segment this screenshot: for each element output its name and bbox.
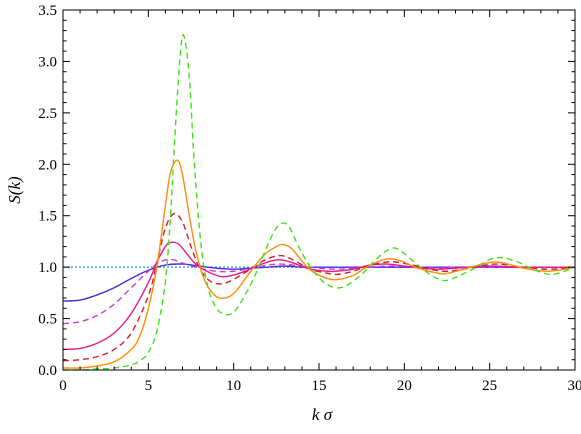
y-tick-label: 3.5 (38, 3, 57, 19)
y-tick-label: 1.0 (38, 260, 57, 276)
y-tick-label: 0.5 (38, 312, 57, 328)
series-line-4 (62, 241, 576, 351)
x-tick-label: 5 (145, 378, 153, 394)
y-tick-label: 0.0 (38, 363, 57, 379)
x-tick-label: 30 (568, 378, 581, 394)
series-line-3 (62, 258, 575, 325)
x-axis-tick-labels: 0 5 10 15 20 25 30 (59, 378, 581, 394)
x-tick-label: 0 (59, 378, 67, 394)
y-tick-label: 1.5 (38, 209, 57, 225)
y-axis-title: S(k) (5, 176, 24, 204)
x-tick-label: 15 (312, 378, 327, 394)
y-tick-label: 3.0 (38, 54, 57, 70)
y-tick-label: 2.5 (38, 106, 57, 122)
series-line-5 (62, 212, 576, 362)
y-tick-label: 2.0 (38, 157, 57, 173)
x-axis-title: k σ (312, 405, 333, 424)
axis-ticks (62, 9, 576, 371)
plot-area (62, 33, 576, 371)
y-axis-tick-labels: 0.0 0.5 1.0 1.5 2.0 2.5 3.0 3.5 (38, 3, 57, 379)
x-tick-label: 10 (226, 378, 241, 394)
series-line-6 (62, 159, 576, 369)
series-line-2 (62, 263, 575, 302)
series-line-7 (62, 33, 576, 371)
x-tick-label: 20 (397, 378, 412, 394)
x-tick-label: 25 (482, 378, 497, 394)
